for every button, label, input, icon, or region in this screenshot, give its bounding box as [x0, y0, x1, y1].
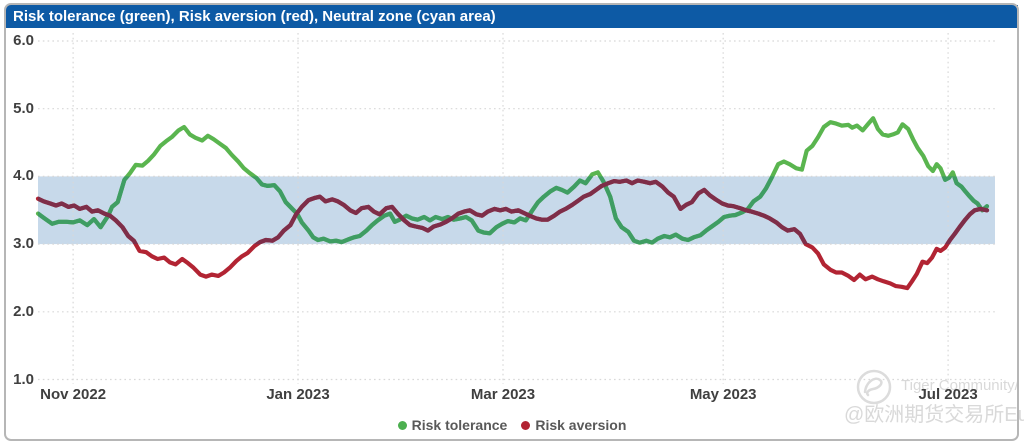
x-axis-tick-label: Nov 2022	[40, 386, 107, 403]
legend-label: Risk tolerance	[411, 417, 508, 433]
series-line-in-zone-risk-aversion	[38, 178, 990, 245]
x-axis-tick-label: Jul 2023	[918, 386, 978, 403]
y-axis-tick-label: 4.0	[13, 167, 34, 185]
chart-title: Risk tolerance (green), Risk aversion (r…	[13, 8, 496, 25]
y-axis-tick-label: 3.0	[13, 235, 34, 253]
x-axis-tick-label: Jan 2023	[266, 386, 330, 403]
legend-label: Risk aversion	[535, 417, 627, 433]
legend-marker-icon	[397, 420, 407, 430]
y-axis-tick-label: 2.0	[13, 302, 34, 320]
series-line-in-zone-risk-tolerance	[38, 176, 990, 245]
x-axis-tick-label: May 2023	[689, 386, 757, 403]
watermark-handle-text: @欧洲期货交易所Eurex	[844, 404, 1024, 426]
legend-item-risk-tolerance: Risk tolerance	[397, 417, 508, 433]
legend-item-risk-aversion: Risk aversion	[521, 417, 626, 433]
chart-title-bar: Risk tolerance (green), Risk aversion (r…	[6, 5, 1018, 28]
y-axis-tick-label: 1.0	[13, 370, 34, 388]
y-axis-tick-label: 6.0	[13, 32, 34, 49]
y-axis-tick-label: 5.0	[13, 99, 34, 117]
tiger-logo-icon	[856, 369, 892, 405]
x-axis-tick-label: Mar 2023	[470, 386, 536, 403]
legend-marker-icon	[521, 420, 531, 430]
watermark-community-text: Tiger Community/	[901, 377, 1019, 394]
chart-legend: Risk tolerance Risk aversion	[0, 417, 1024, 433]
